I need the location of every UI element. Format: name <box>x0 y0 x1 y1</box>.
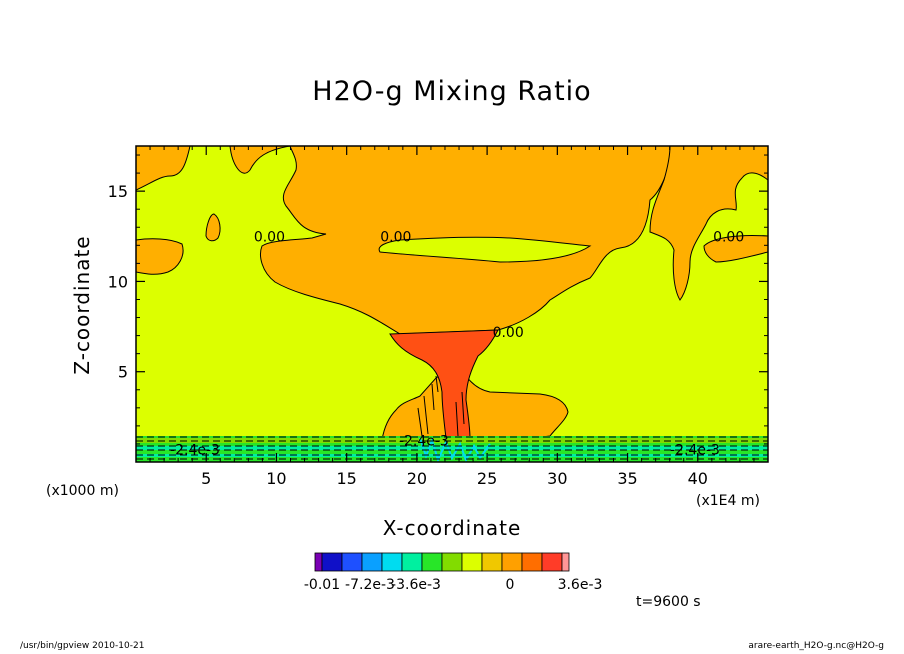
y-axis: 5 10 15 <box>108 154 768 445</box>
contour-label: -2.4e-3 <box>170 442 220 458</box>
x-tick-label: 30 <box>547 469 567 488</box>
boundary-band-2 <box>136 438 768 443</box>
x-unit-note: (x1000 m) <box>46 483 119 499</box>
colorbar-tick-label: 3.6e-3 <box>558 577 603 593</box>
plot-area: 0.00 0.00 0.00 0.00 -2.4e-3 -2.4e-3 -2.4e-3 <box>136 146 768 462</box>
contour-label: 0.00 <box>493 325 524 341</box>
contour-region-small-blob <box>205 213 221 242</box>
colorbar-swatch <box>401 552 423 572</box>
colorbar-swatch <box>381 552 403 572</box>
y-tick-label: 10 <box>108 272 128 291</box>
footer-source: arare-earth_H2O-g.nc@H2O-g <box>748 641 884 651</box>
colorbar-swatch <box>561 552 570 572</box>
boundary-band-turbulence <box>419 436 491 462</box>
time-label: t=9600 s <box>636 594 701 610</box>
colorbar-swatch <box>521 552 543 572</box>
x-unit-extra: (x1E4 m) <box>696 493 760 509</box>
x-tick-label: 20 <box>407 469 427 488</box>
contour-region-right <box>649 146 768 301</box>
contour-label: 0.00 <box>254 229 285 245</box>
colorbar-swatch <box>481 552 503 572</box>
contour-core-detail <box>417 375 465 437</box>
chart-title: H2O-g Mixing Ratio <box>312 76 592 107</box>
contour-label: 0.00 <box>713 229 744 245</box>
y-axis-label: Z-coordinate <box>70 235 94 375</box>
contour-labels: 0.00 0.00 0.00 0.00 -2.4e-3 -2.4e-3 -2.4e-3 <box>170 229 744 458</box>
colorbar-swatch <box>361 552 383 572</box>
x-tick-label: 40 <box>688 469 708 488</box>
x-axis: 5 10 15 20 25 30 35 40 <box>149 146 755 488</box>
colorbar-swatch <box>441 552 463 572</box>
contour-region-left <box>136 238 184 275</box>
boundary-band-3 <box>136 446 768 450</box>
colorbar-tick-label: -0.01 <box>304 577 340 593</box>
x-tick-label: 15 <box>336 469 356 488</box>
colorbar-swatch <box>341 552 363 572</box>
colorbar-tick-label: -3.6e-3 <box>391 577 441 593</box>
contour-label: -2.4e-3 <box>399 433 449 449</box>
colorbar-tick-label: -7.2e-3 <box>345 577 395 593</box>
contour-pocket <box>378 236 592 263</box>
y-tick-label: 15 <box>108 182 128 201</box>
colorbar: -0.01 -7.2e-3-3.6e-3 0 3.6e-3 <box>304 552 603 593</box>
colorbar-swatch <box>321 552 343 572</box>
x-tick-label: 25 <box>477 469 497 488</box>
colorbar-swatch <box>541 552 563 572</box>
x-tick-label: 10 <box>266 469 286 488</box>
colorbar-tick-label: 0 <box>506 577 515 593</box>
plot-frame <box>135 145 769 463</box>
colorbar-swatch <box>314 552 323 572</box>
y-tick-label: 5 <box>118 363 128 382</box>
contour-label: -2.4e-3 <box>670 442 720 458</box>
colorbar-swatch <box>501 552 523 572</box>
x-tick-label: 5 <box>201 469 211 488</box>
x-tick-label: 35 <box>617 469 637 488</box>
x-axis-label: X-coordinate <box>382 516 522 540</box>
contour-label: 0.00 <box>380 229 411 245</box>
colorbar-swatch <box>421 552 443 572</box>
footer-command: /usr/bin/gpview 2010-10-21 <box>20 641 145 651</box>
colorbar-swatch <box>461 552 483 572</box>
boundary-dashed-contours <box>136 436 768 460</box>
